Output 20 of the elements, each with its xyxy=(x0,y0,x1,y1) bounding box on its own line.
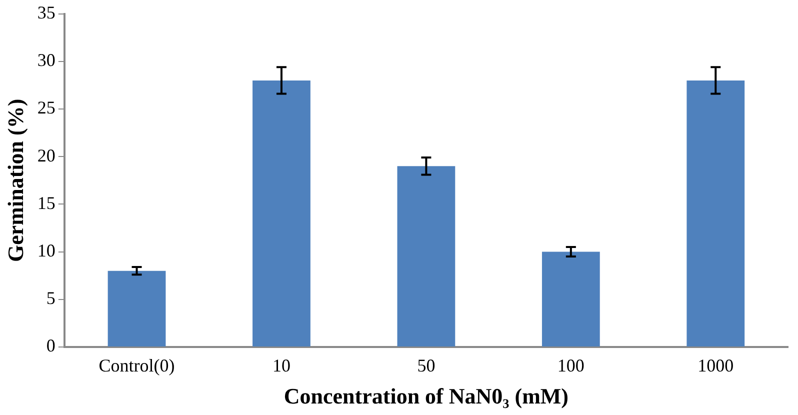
y-tick-label: 5 xyxy=(46,288,56,308)
bar xyxy=(397,166,456,346)
bar xyxy=(108,270,166,346)
x-tick-label: 100 xyxy=(557,356,584,376)
y-tick-label: 0 xyxy=(46,336,56,356)
y-tick-label: 30 xyxy=(37,50,56,70)
bar xyxy=(686,80,745,346)
x-tick-label: 10 xyxy=(272,356,290,376)
y-axis-title: Germination (%) xyxy=(2,98,28,262)
y-tick-label: 25 xyxy=(37,98,56,118)
y-tick-label: 10 xyxy=(37,240,56,261)
x-tick-label: 50 xyxy=(417,356,436,376)
y-tick-label: 15 xyxy=(37,192,56,213)
x-axis-title: Concentration of NaN0₃ (mM) xyxy=(284,383,568,408)
x-tick-label: 1000 xyxy=(698,356,734,376)
y-tick-label: 20 xyxy=(37,145,56,166)
bar xyxy=(252,80,310,346)
y-tick-label: 35 xyxy=(37,2,56,23)
x-tick-label: Control(0) xyxy=(98,356,175,376)
bar xyxy=(542,252,600,346)
